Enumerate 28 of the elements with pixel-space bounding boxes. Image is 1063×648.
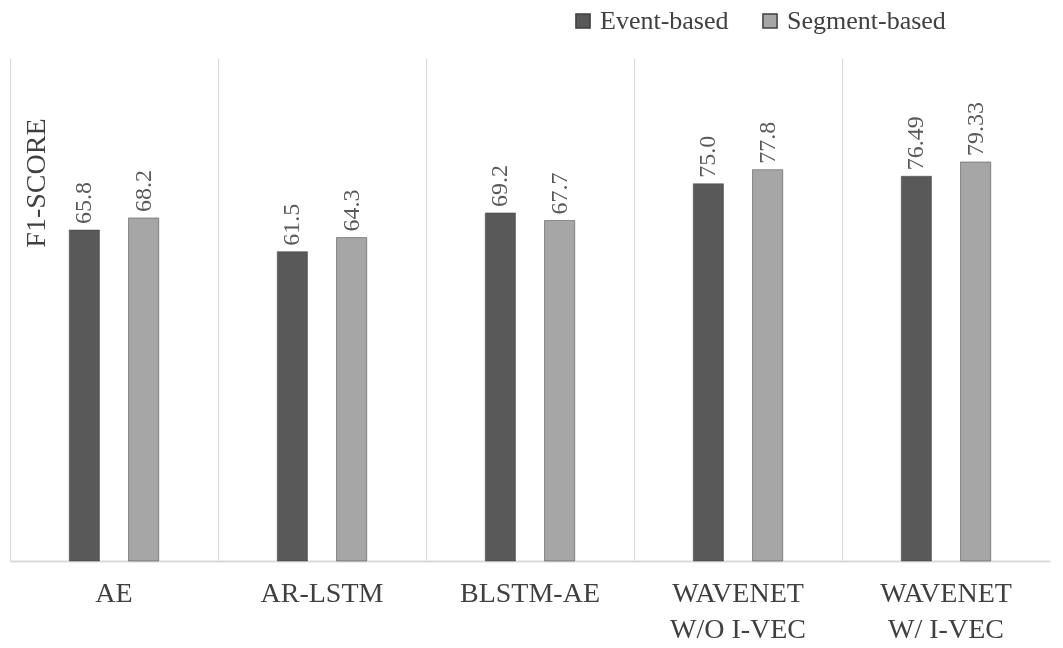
bar bbox=[960, 161, 991, 562]
legend-label: Segment-based bbox=[787, 6, 946, 35]
data-label: 67.7 bbox=[545, 172, 572, 215]
data-label: 76.49 bbox=[902, 116, 929, 171]
x-tick-label: AR-LSTM bbox=[260, 576, 384, 608]
data-label: 79.33 bbox=[961, 101, 988, 156]
legend-label: Event-based bbox=[600, 6, 729, 35]
bar bbox=[752, 169, 783, 562]
x-tick-label: WAVENET W/ I-VEC bbox=[880, 576, 1012, 644]
x-tick-label: WAVENET W/O I-VEC bbox=[669, 576, 807, 644]
x-tick-label: AE bbox=[95, 576, 133, 608]
bar bbox=[69, 229, 100, 562]
data-label: 61.5 bbox=[278, 203, 305, 246]
data-label: 65.8 bbox=[70, 182, 97, 225]
x-tick-label: BLSTM-AE bbox=[460, 576, 600, 608]
data-label: 77.8 bbox=[753, 121, 780, 164]
bar bbox=[336, 237, 367, 562]
bar bbox=[128, 217, 159, 562]
data-label: 69.2 bbox=[486, 164, 513, 207]
data-label: 64.3 bbox=[337, 189, 364, 232]
data-label: 75.0 bbox=[694, 135, 721, 178]
bar bbox=[485, 212, 516, 562]
bar bbox=[544, 220, 575, 562]
bar bbox=[901, 176, 932, 562]
bar bbox=[277, 251, 308, 562]
data-label: 68.2 bbox=[129, 169, 156, 212]
y-axis-title: F1-SCORE bbox=[19, 118, 51, 248]
bar bbox=[693, 183, 724, 562]
